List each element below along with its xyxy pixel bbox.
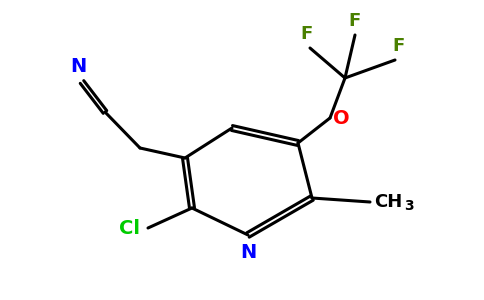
Text: N: N	[240, 243, 256, 262]
Text: F: F	[393, 37, 405, 55]
Text: N: N	[70, 57, 86, 76]
Text: F: F	[300, 25, 312, 43]
Text: F: F	[349, 12, 361, 30]
Text: Cl: Cl	[119, 218, 140, 238]
Text: CH: CH	[374, 193, 402, 211]
Text: O: O	[333, 109, 349, 128]
Text: 3: 3	[404, 199, 414, 213]
